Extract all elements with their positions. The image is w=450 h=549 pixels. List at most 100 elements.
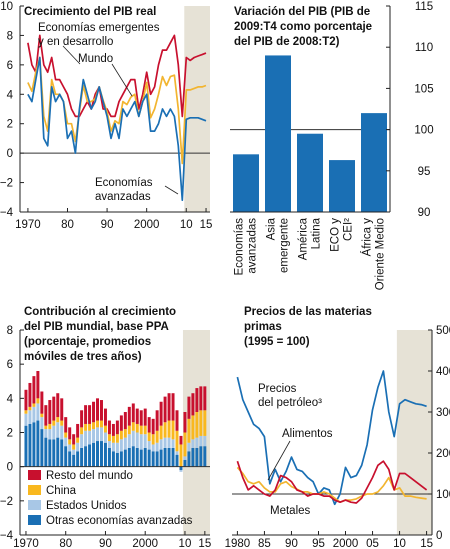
bar-segment-rest — [40, 391, 44, 414]
x-tick-label: 10 — [179, 538, 192, 549]
bar-segment-china — [187, 418, 191, 443]
annotation-leader — [164, 185, 179, 195]
bar-segment-other — [139, 449, 143, 467]
bar-segment-us — [88, 430, 92, 445]
x-tick-label: 15 — [200, 219, 213, 231]
legend-label: Otras economías avanzadas — [46, 515, 193, 527]
bar-segment-other — [68, 451, 72, 467]
series-line-em — [27, 34, 207, 118]
bar-segment-rest — [155, 410, 159, 431]
bar-segment-other — [159, 449, 163, 467]
x-tick-label: 10 — [393, 538, 406, 549]
bar-2 — [297, 133, 323, 212]
bar-segment-rest — [159, 401, 163, 426]
y-tick-label: 10 — [0, 1, 13, 13]
bar-segment-china — [163, 422, 167, 438]
bar-segment-china — [111, 435, 115, 443]
bar-segment-other — [167, 447, 171, 467]
bar-segment-rest — [171, 393, 175, 421]
bar-segment-china — [155, 430, 159, 443]
bar-segment-china — [127, 425, 131, 435]
chart-title: primas — [244, 321, 282, 333]
bar-segment-china — [135, 423, 139, 433]
bar-segment-us — [123, 437, 127, 450]
y-tick-label: 0 — [7, 462, 13, 474]
bar-segment-us — [44, 429, 48, 438]
bar-segment-us — [175, 451, 179, 455]
bar-segment-other — [127, 447, 131, 467]
bar-segment-other — [32, 422, 36, 467]
bar-segment-china — [84, 423, 88, 431]
bar-segment-other — [171, 447, 175, 467]
bar-segment-other — [44, 437, 48, 467]
bar-segment-china — [48, 423, 52, 430]
bar-segment-rest — [92, 401, 96, 423]
bar-segment-china — [99, 420, 103, 428]
chart-title: (1995 = 100) — [244, 336, 310, 348]
bar-segment-china — [56, 417, 60, 423]
x-tick-label: 80 — [59, 538, 72, 549]
bar-segment-us — [147, 441, 151, 450]
legend-swatch-china — [28, 485, 41, 495]
bar-segment-china — [80, 427, 84, 435]
y-tick-label: −2 — [0, 178, 13, 190]
x-tick-label: 10 — [180, 219, 193, 231]
bar-segment-rest — [123, 412, 127, 430]
chart-title: (porcentaje, promedios — [24, 336, 151, 348]
panel-commodity-prices: 0 100 200 300 400 500 1980 85 90 95 2000 05 10 15 Prec… — [225, 306, 450, 549]
y-tick-label: −2 — [0, 496, 13, 508]
category-label: Economías — [234, 218, 246, 276]
x-tick-label: 2000 — [134, 219, 160, 231]
bar-segment-rest — [139, 410, 143, 426]
bar-segment-china — [131, 422, 135, 431]
category-label: ECO y — [330, 218, 342, 252]
bar-segment-us — [103, 432, 107, 443]
bar-segment-other — [195, 447, 199, 467]
x-tick-label: 1970 — [15, 219, 41, 231]
bar-segment-us — [56, 422, 60, 438]
y-tick-label: 200 — [436, 448, 450, 460]
bar-segment-other — [147, 449, 151, 467]
bar-segment-us — [135, 432, 139, 448]
bar-segment-china — [183, 432, 187, 457]
bar-segment-rest — [115, 420, 119, 435]
bar-segment-china — [175, 430, 179, 452]
bar-segment-rest — [179, 435, 183, 445]
bar-segment-rest — [107, 420, 111, 435]
bar-segment-us — [151, 444, 155, 452]
panel-growth-contribution: −4 −2 0 2 4 6 8 1970 80 90 2000 10 15 Contribución al… — [0, 306, 211, 549]
bar-segment-us — [28, 410, 32, 424]
bar-segment-other — [115, 453, 119, 467]
bar-segment-other — [52, 439, 56, 467]
bar-segment-other — [183, 459, 187, 467]
bar-segment-china — [159, 425, 163, 440]
bar-segment-us — [191, 439, 195, 448]
category-label: América — [298, 217, 310, 260]
y-tick-label: 110 — [415, 42, 433, 54]
bar-segment-china — [179, 444, 183, 467]
series-line-metals — [236, 460, 428, 504]
bar-segment-other — [99, 441, 103, 467]
bar-segment-rest — [203, 386, 207, 411]
chart-title: Variación del PIB (PIB de — [234, 6, 370, 18]
bar-segment-rest — [135, 408, 139, 424]
annotation-emerging: y en desarrollo — [38, 36, 113, 48]
x-tick-label: 80 — [61, 219, 74, 231]
y-tick-label: 105 — [414, 83, 433, 95]
y-tick-label: 95 — [418, 166, 431, 178]
category-label: África y — [361, 218, 374, 257]
bar-segment-rest — [151, 418, 155, 435]
bar-segment-china — [72, 444, 76, 450]
y-tick-label: 300 — [436, 407, 450, 419]
bar-segment-china — [203, 410, 207, 436]
annotation-leader — [267, 440, 291, 481]
bar-3 — [329, 160, 355, 212]
bar-segment-china — [115, 434, 119, 443]
bar-segment-china — [36, 398, 40, 404]
bar-segment-us — [99, 427, 103, 442]
bar-segment-us — [48, 429, 52, 440]
bar-segment-other — [191, 447, 195, 467]
bar-segment-rest — [147, 417, 151, 433]
